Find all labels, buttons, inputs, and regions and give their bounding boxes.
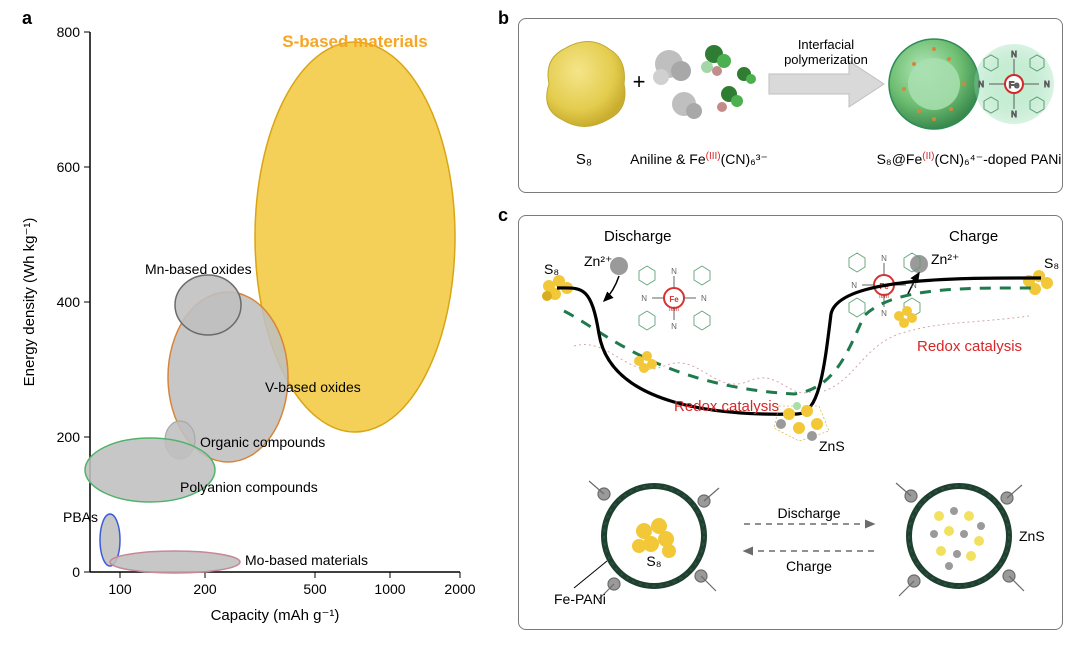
svg-text:N: N: [1044, 80, 1050, 89]
svg-text:N: N: [671, 267, 677, 276]
title-s-based: S-based materials: [282, 32, 428, 51]
svg-text:Fe: Fe: [669, 295, 679, 304]
svg-text:N: N: [1011, 110, 1017, 119]
panel-b-svg: S₈ + Aniline & Fe(III)(CN)₆³⁻ Interfacia…: [519, 19, 1064, 194]
svg-text:N: N: [701, 294, 707, 303]
svg-text:polymerization: polymerization: [784, 52, 868, 67]
svg-text:Fe: Fe: [1009, 80, 1020, 90]
ellipse-mo-based: [110, 551, 240, 573]
arrow-interfacial: Interfacial polymerization: [769, 37, 884, 107]
svg-text:Interfacial: Interfacial: [798, 37, 854, 52]
aniline-label: Aniline & Fe(III)(CN)₆³⁻: [630, 151, 768, 168]
panel-b-label: b: [498, 8, 509, 29]
panel-b-box: S₈ + Aniline & Fe(III)(CN)₆³⁻ Interfacia…: [518, 18, 1063, 193]
s8-blob: [547, 42, 625, 127]
svg-text:N: N: [881, 254, 887, 263]
svg-text:2000: 2000: [444, 581, 475, 597]
s8-label: S₈: [576, 151, 592, 168]
label-v-based: V-based oxides: [265, 379, 361, 395]
svg-text:Discharge: Discharge: [777, 505, 840, 521]
svg-text:800: 800: [57, 24, 81, 40]
molecules-group: [653, 45, 756, 119]
label-pbas: PBAs: [63, 509, 98, 525]
redox-left: Redox catalysis: [674, 398, 779, 415]
svg-text:600: 600: [57, 159, 81, 175]
panel-c-svg: Discharge Charge Zn²⁺ Zn²⁺ S₈ S₈: [519, 216, 1064, 631]
svg-text:Zn²⁺: Zn²⁺: [584, 253, 612, 269]
svg-text:Zn²⁺: Zn²⁺: [931, 251, 959, 267]
mid-cluster-right: [894, 306, 917, 328]
bottom-s8-label: S₈: [646, 553, 661, 569]
x-axis-label: Capacity (mAh g⁻¹): [211, 607, 340, 624]
svg-text:400: 400: [57, 294, 81, 310]
label-polyanion: Polyanion compounds: [180, 479, 318, 495]
label-mo-based: Mo-based materials: [245, 552, 368, 568]
panel-c-box: Discharge Charge Zn²⁺ Zn²⁺ S₈ S₈: [518, 215, 1063, 630]
svg-text:N: N: [671, 322, 677, 331]
fe-pani-label: Fe-PANi: [554, 591, 606, 607]
c-charge-label: Charge: [949, 228, 998, 245]
zn-left: Zn²⁺: [584, 253, 628, 301]
discharge-charge-arrows: Discharge Charge: [744, 505, 874, 574]
plus-sign: +: [633, 69, 646, 94]
svg-text:500: 500: [303, 581, 327, 597]
panel-a-chart: 0 200 400 600 800 100 200 500 1000 2000 …: [10, 2, 480, 632]
svg-text:N: N: [851, 281, 857, 290]
zns-cluster: [774, 402, 829, 441]
svg-text:N: N: [978, 80, 984, 89]
label-organic: Organic compounds: [200, 434, 325, 450]
ellipse-mn-based: [175, 275, 241, 335]
dotted-guide-left: [574, 345, 814, 393]
svg-text:N: N: [881, 309, 887, 318]
svg-text:200: 200: [193, 581, 217, 597]
bottom-right-circle: [896, 483, 1024, 596]
svg-text:N: N: [1011, 50, 1017, 59]
redox-right: Redox catalysis: [917, 338, 1022, 355]
svg-text:0: 0: [72, 564, 80, 580]
c-s8-left: S₈: [544, 261, 559, 277]
complex-left: Fe II/III NNNN: [639, 266, 710, 331]
y-axis-label: Energy density (Wh kg⁻¹): [21, 218, 38, 387]
svg-text:200: 200: [57, 429, 81, 445]
c-zns-label: ZnS: [819, 438, 845, 454]
svg-text:N: N: [641, 294, 647, 303]
panel-c-label: c: [498, 205, 508, 226]
svg-text:100: 100: [108, 581, 132, 597]
s8-right-cluster: [1023, 270, 1053, 295]
bottom-left-circle: [589, 481, 719, 599]
label-mn-based: Mn-based oxides: [145, 261, 252, 277]
svg-text:1000: 1000: [374, 581, 405, 597]
c-s8-right: S₈: [1044, 255, 1059, 271]
c-discharge-label: Discharge: [604, 228, 672, 245]
svg-text:Charge: Charge: [786, 558, 832, 574]
bottom-zns-label: ZnS: [1019, 528, 1045, 544]
product-label: S₈@Fe(II)(CN)₆⁴⁻-doped PANi: [877, 151, 1062, 168]
